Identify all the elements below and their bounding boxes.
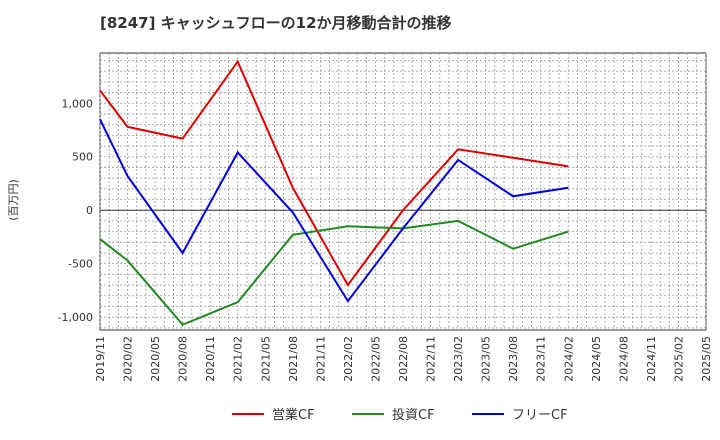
chart-title: [8247] キャッシュフローの12か月移動合計の推移 bbox=[100, 14, 452, 32]
series-line-3 bbox=[99, 118, 569, 303]
axis-layer: -1,000 -500 0 500 1,000 2019/11 2020/02 2020/05… bbox=[58, 97, 713, 381]
series-layer bbox=[99, 59, 569, 326]
x-tick-label: 2021/02 bbox=[232, 336, 245, 382]
x-tick-label: 2025/02 bbox=[672, 336, 685, 382]
y-tick-label: -500 bbox=[68, 258, 93, 271]
y-tick-label: 0 bbox=[86, 204, 93, 217]
x-tick-label: 2023/05 bbox=[480, 336, 493, 382]
y-tick-label: 500 bbox=[72, 151, 93, 164]
legend-label: 投資CF bbox=[392, 407, 435, 423]
legend-label: フリーCF bbox=[512, 408, 568, 423]
y-axis-label: (百万円) bbox=[7, 179, 20, 221]
x-tick-label: 2024/08 bbox=[617, 336, 630, 382]
x-tick-label: 2020/11 bbox=[204, 336, 217, 382]
x-tick-label: 2024/05 bbox=[590, 336, 603, 382]
x-tick-label: 2025/05 bbox=[700, 336, 713, 382]
y-tick-label: 1,000 bbox=[62, 97, 94, 110]
x-tick-label: 2022/02 bbox=[342, 336, 355, 382]
x-tick-label: 2021/08 bbox=[287, 336, 300, 382]
x-tick-label: 2024/02 bbox=[562, 336, 575, 382]
series-line-1 bbox=[99, 59, 569, 287]
x-tick-label: 2023/11 bbox=[535, 336, 548, 382]
x-tick-label: 2021/11 bbox=[314, 336, 327, 382]
x-tick-label: 2020/08 bbox=[177, 336, 190, 382]
series-line-2 bbox=[99, 219, 569, 326]
x-tick-label: 2024/11 bbox=[645, 336, 658, 382]
x-tick-label: 2023/08 bbox=[507, 336, 520, 382]
x-tick-label: 2022/05 bbox=[369, 336, 382, 382]
x-tick-label: 2020/02 bbox=[122, 336, 135, 382]
x-tick-label: 2022/08 bbox=[397, 336, 410, 382]
x-tick-label: 2023/02 bbox=[452, 336, 465, 382]
grid-layer bbox=[99, 52, 707, 331]
x-tick-label: 2022/11 bbox=[425, 336, 438, 382]
x-tick-label: 2021/05 bbox=[259, 336, 272, 382]
legend: 営業CF 投資CF フリーCF bbox=[232, 407, 568, 423]
x-tick-label: 2020/05 bbox=[149, 336, 162, 382]
y-tick-label: -1,000 bbox=[58, 311, 93, 324]
legend-label: 営業CF bbox=[272, 407, 315, 423]
x-tick-label: 2019/11 bbox=[94, 336, 107, 382]
